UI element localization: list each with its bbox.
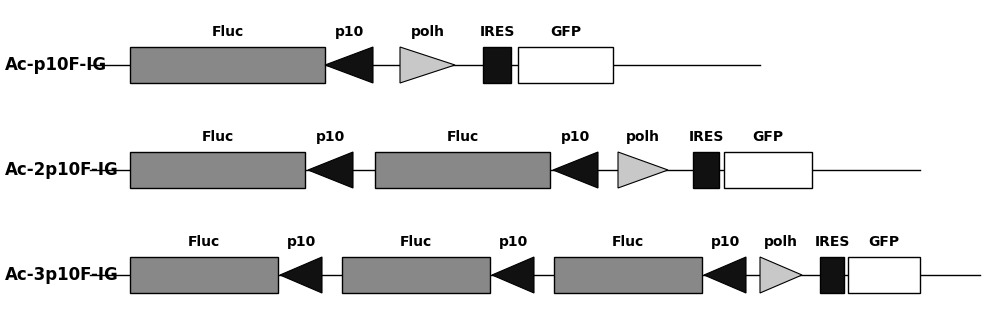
Bar bbox=[375, 152, 550, 188]
Text: Fluc: Fluc bbox=[400, 235, 432, 249]
Text: GFP: GFP bbox=[868, 235, 900, 249]
Text: p10: p10 bbox=[316, 130, 345, 144]
Text: polh: polh bbox=[764, 235, 798, 249]
Bar bbox=[693, 152, 719, 188]
Text: GFP: GFP bbox=[550, 25, 581, 39]
Polygon shape bbox=[325, 47, 373, 83]
Text: IRES: IRES bbox=[814, 235, 850, 249]
Polygon shape bbox=[492, 257, 534, 293]
Text: Ac-3p10F-IG: Ac-3p10F-IG bbox=[5, 266, 119, 284]
Text: Fluc: Fluc bbox=[446, 130, 479, 144]
Polygon shape bbox=[618, 152, 668, 188]
Text: Fluc: Fluc bbox=[201, 130, 234, 144]
Text: Fluc: Fluc bbox=[211, 25, 244, 39]
Bar bbox=[483, 47, 511, 83]
Polygon shape bbox=[280, 257, 322, 293]
Text: IRES: IRES bbox=[688, 130, 724, 144]
Text: polh: polh bbox=[626, 130, 660, 144]
Text: p10: p10 bbox=[498, 235, 528, 249]
Bar bbox=[130, 47, 325, 83]
Text: Fluc: Fluc bbox=[612, 235, 644, 249]
Bar bbox=[130, 152, 305, 188]
Polygon shape bbox=[400, 47, 455, 83]
Polygon shape bbox=[704, 257, 746, 293]
Text: GFP: GFP bbox=[752, 130, 784, 144]
Bar bbox=[130, 257, 278, 293]
Text: p10: p10 bbox=[561, 130, 590, 144]
Bar bbox=[342, 257, 490, 293]
Text: Ac-2p10F-IG: Ac-2p10F-IG bbox=[5, 161, 119, 179]
Bar bbox=[820, 257, 844, 293]
Text: polh: polh bbox=[411, 25, 445, 39]
Text: p10: p10 bbox=[710, 235, 740, 249]
Text: Fluc: Fluc bbox=[188, 235, 220, 249]
Polygon shape bbox=[760, 257, 802, 293]
Bar bbox=[724, 152, 812, 188]
Text: p10: p10 bbox=[286, 235, 316, 249]
Polygon shape bbox=[308, 152, 353, 188]
Text: IRES: IRES bbox=[479, 25, 515, 39]
Bar bbox=[848, 257, 920, 293]
Polygon shape bbox=[553, 152, 598, 188]
Bar bbox=[554, 257, 702, 293]
Text: Ac-p10F-IG: Ac-p10F-IG bbox=[5, 56, 107, 74]
Bar bbox=[518, 47, 613, 83]
Text: p10: p10 bbox=[334, 25, 364, 39]
